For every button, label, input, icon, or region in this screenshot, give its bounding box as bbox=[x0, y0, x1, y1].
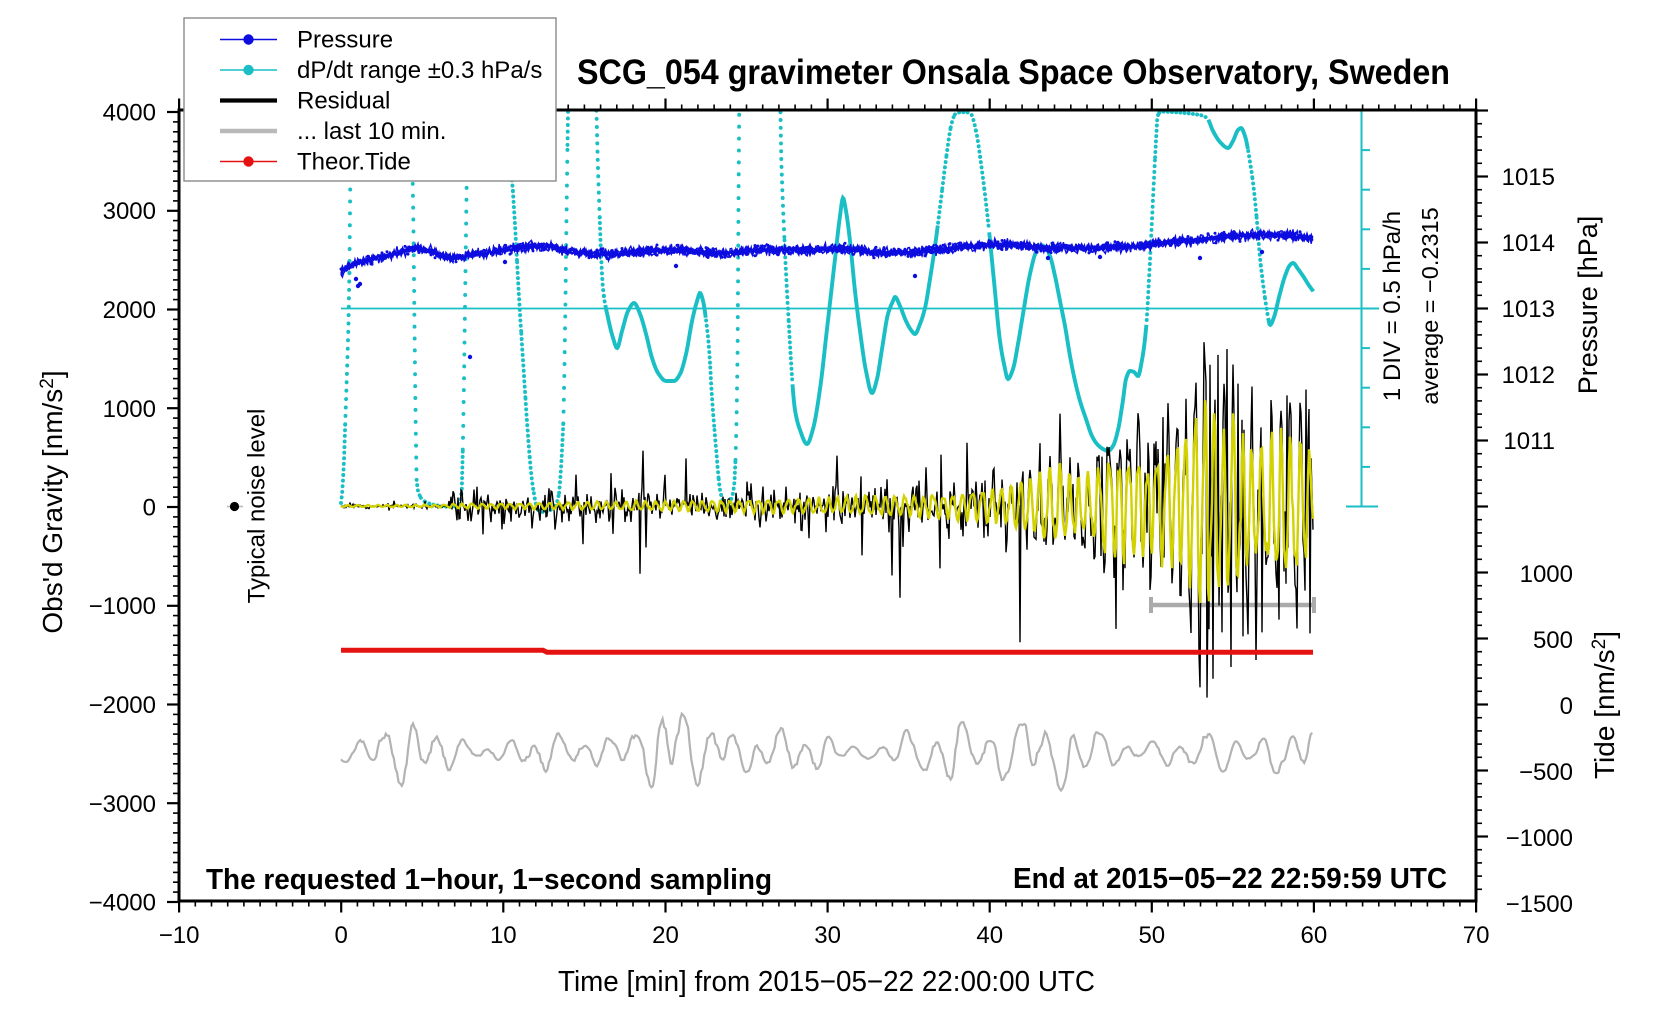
svg-text:1012: 1012 bbox=[1502, 362, 1555, 389]
svg-text:average = −0.2315: average = −0.2315 bbox=[1417, 207, 1443, 404]
svg-text:Theor.Tide: Theor.Tide bbox=[297, 149, 411, 176]
svg-text:1000: 1000 bbox=[103, 396, 156, 423]
svg-text:20: 20 bbox=[652, 922, 679, 949]
svg-text:10: 10 bbox=[490, 922, 517, 949]
svg-text:3000: 3000 bbox=[103, 198, 156, 225]
svg-text:0: 0 bbox=[1560, 693, 1573, 720]
svg-text:1015: 1015 bbox=[1502, 164, 1555, 191]
svg-text:End at 2015−05−22 22:59:59 UTC: End at 2015−05−22 22:59:59 UTC bbox=[1013, 863, 1447, 895]
svg-text:30: 30 bbox=[814, 922, 841, 949]
svg-text:The requested 1−hour, 1−second: The requested 1−hour, 1−second sampling bbox=[206, 864, 772, 896]
svg-text:−1000: −1000 bbox=[89, 593, 156, 620]
svg-text:Tide [nm/s2]: Tide [nm/s2] bbox=[1589, 631, 1620, 779]
svg-text:−4000: −4000 bbox=[89, 890, 156, 917]
svg-text:0: 0 bbox=[335, 922, 348, 949]
svg-text:60: 60 bbox=[1301, 922, 1328, 949]
svg-text:Residual: Residual bbox=[297, 88, 390, 115]
svg-text:... last 10 min.: ... last 10 min. bbox=[297, 118, 446, 145]
svg-text:−500: −500 bbox=[1519, 759, 1573, 786]
svg-text:50: 50 bbox=[1138, 922, 1165, 949]
svg-text:70: 70 bbox=[1463, 922, 1490, 949]
svg-text:−10: −10 bbox=[159, 922, 200, 949]
svg-text:SCG_054 gravimeter Onsala Spac: SCG_054 gravimeter Onsala Space Observat… bbox=[577, 53, 1450, 92]
svg-text:Obs'd Gravity [nm/s2]: Obs'd Gravity [nm/s2] bbox=[37, 370, 68, 633]
svg-text:−2000: −2000 bbox=[89, 692, 156, 719]
svg-text:dP/dt range ±0.3 hPa/s: dP/dt range ±0.3 hPa/s bbox=[297, 57, 542, 84]
svg-text:Typical noise level: Typical noise level bbox=[243, 409, 270, 604]
svg-text:40: 40 bbox=[976, 922, 1003, 949]
svg-text:Time [min] from 2015−05−22 22:: Time [min] from 2015−05−22 22:00:00 UTC bbox=[558, 966, 1095, 998]
svg-text:1 DIV = 0.5 hPa/h: 1 DIV = 0.5 hPa/h bbox=[1379, 211, 1406, 401]
svg-text:1014: 1014 bbox=[1502, 230, 1555, 257]
svg-text:500: 500 bbox=[1533, 627, 1573, 654]
svg-text:Pressure [hPa]: Pressure [hPa] bbox=[1573, 216, 1603, 395]
svg-text:1013: 1013 bbox=[1502, 296, 1555, 323]
svg-text:1011: 1011 bbox=[1503, 428, 1555, 455]
svg-text:4000: 4000 bbox=[103, 100, 156, 127]
svg-text:2000: 2000 bbox=[103, 297, 156, 324]
svg-text:−1000: −1000 bbox=[1506, 825, 1573, 852]
svg-text:0: 0 bbox=[143, 495, 156, 522]
svg-text:Pressure: Pressure bbox=[297, 27, 393, 54]
svg-text:−3000: −3000 bbox=[89, 791, 156, 818]
svg-text:1000: 1000 bbox=[1520, 561, 1573, 588]
svg-text:−1500: −1500 bbox=[1506, 891, 1573, 918]
